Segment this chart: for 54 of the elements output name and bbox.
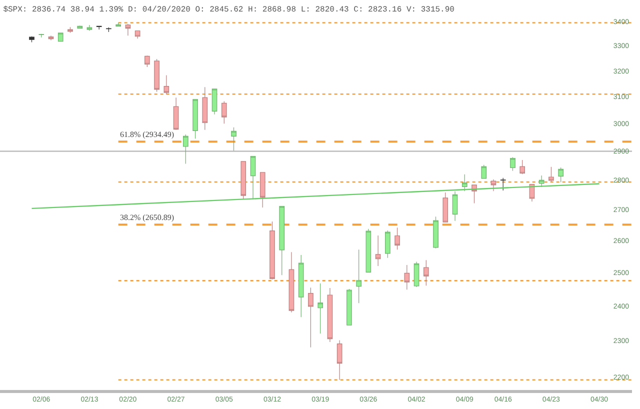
candlestick [327,288,333,342]
candlestick [154,58,160,92]
candlestick [500,178,506,191]
candlestick [510,156,516,172]
candlestick [192,98,198,139]
candlestick [423,260,429,286]
candlestick [375,235,381,266]
candlestick [68,26,73,34]
text: $SPX: 2836.74 38.94 1.39% D: 04/20/2020 O: 2845.62 H: 2868.98 L: 2820.43 C: 2823.16 V: 3315.90 [3,6,455,15]
candlestick [86,24,92,32]
candlestick [356,249,362,304]
candlestick [394,227,400,250]
candlestick [336,340,342,380]
candlestick [308,287,314,348]
candlestick [462,174,468,192]
candlestick [270,221,275,280]
ref-line-label: 61.8% (2934.49) [120,130,174,139]
candlestick [520,160,525,174]
candlestick [202,86,208,130]
candlestick [240,161,246,200]
candlestick [38,34,44,38]
candlestick [260,172,266,208]
candlestick [404,264,410,290]
candlestick [366,228,372,272]
candlestick [212,88,218,115]
candlestick [558,167,564,183]
candlestick [548,166,554,182]
candlestick [48,35,54,41]
candlestick [116,22,121,27]
candlestick [385,230,390,258]
candlestick [29,36,34,43]
candlestick [279,206,285,276]
candlestick [58,32,64,42]
candlestick [538,175,544,188]
candlestick [433,216,438,249]
candlestick [481,164,487,179]
candlestick [288,252,294,313]
candlestick [452,191,458,222]
candlestick [221,100,227,124]
candlestick [183,134,188,164]
candlestick [173,97,179,130]
candlestick [346,288,352,326]
candlestick [125,24,131,36]
candlestick [414,261,420,288]
candlestick [144,55,150,68]
candlestick [490,179,496,192]
candlestick [298,254,304,318]
candlestick [442,192,448,223]
candlestick [231,127,236,151]
ref-line-label: 38.2% (2650.89) [120,213,174,222]
candlestick [164,74,170,95]
candlestick [318,283,323,334]
candlestick [250,156,256,200]
candlestick [134,30,140,39]
